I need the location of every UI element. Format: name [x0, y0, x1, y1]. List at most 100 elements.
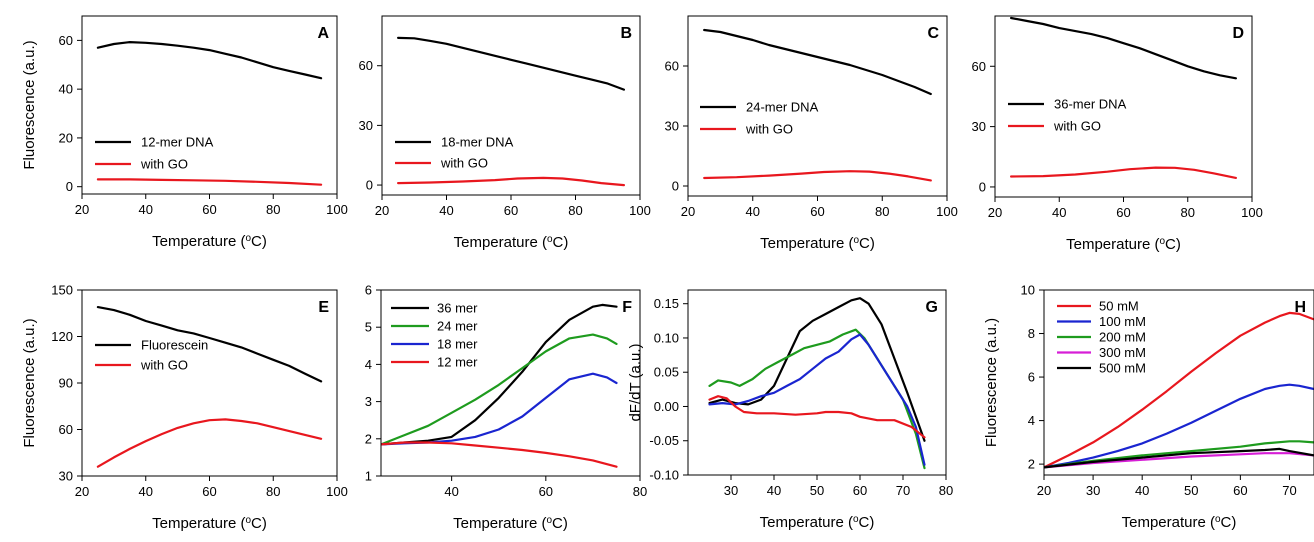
legend-label: with GO — [1053, 119, 1101, 134]
series-line-h-0 — [1044, 311, 1314, 469]
series-line-h-3 — [1044, 452, 1314, 469]
x-axis-title: Temperature (oC) — [760, 235, 875, 253]
legend-label: 12-mer DNA — [141, 135, 214, 150]
y-tick-label: 0.05 — [654, 365, 679, 380]
y-tick-label: 60 — [665, 59, 679, 74]
y-tick-label: 90 — [59, 376, 73, 391]
panel-letter: G — [926, 299, 938, 316]
x-axis-title: Temperature (oC) — [152, 233, 267, 251]
legend-label: with GO — [745, 122, 793, 137]
y-tick-label: 6 — [365, 283, 372, 298]
x-tick-label: 40 — [444, 484, 458, 499]
y-axis-title: Fluorescence (a.u.) — [21, 318, 38, 447]
panel-letter: F — [622, 299, 632, 316]
x-tick-label: 60 — [1116, 205, 1130, 220]
y-tick-label: 0 — [672, 179, 679, 194]
x-tick-label: 80 — [633, 484, 647, 499]
legend: 36 mer 24 mer 18 mer 12 mer — [391, 301, 478, 370]
legend-label: 100 mM — [1099, 314, 1146, 329]
legend-label: 12 mer — [437, 355, 478, 370]
y-tick-label: 0 — [66, 179, 73, 194]
series-line-b-1 — [397, 176, 626, 187]
x-axis-title: Temperature (oC) — [453, 515, 568, 533]
y-tick-label: 0 — [366, 178, 373, 193]
x-tick-label: 50 — [1184, 483, 1198, 498]
series-line-f-1 — [381, 333, 618, 446]
x-tick-label: 80 — [1181, 205, 1195, 220]
x-tick-label: 40 — [139, 202, 153, 217]
x-tick-label: 60 — [202, 484, 216, 499]
series-line-g-3 — [708, 395, 926, 439]
y-tick-label: 0 — [979, 179, 986, 194]
x-tick-label: 80 — [568, 203, 582, 218]
y-tick-label: 2 — [1028, 457, 1035, 472]
legend: Fluorescein with GO — [95, 338, 208, 373]
chart-panel-e: 20 40 60 80 100 30 60 90 120 150 Temperature (oC) F… — [21, 283, 348, 533]
chart-panel-d: 20 40 60 80 100 0 30 60 Temperature (oC) D 36-mer … — [972, 15, 1263, 254]
x-tick-label: 20 — [375, 203, 389, 218]
y-tick-label: 60 — [972, 59, 986, 74]
legend-label: with GO — [140, 358, 188, 373]
x-axis-title: Temperature (oC) — [1066, 236, 1181, 254]
x-tick-label: 100 — [326, 484, 348, 499]
series-line-g-0 — [708, 297, 926, 442]
x-tick-label: 40 — [1135, 483, 1149, 498]
series-line-f-3 — [381, 441, 618, 468]
x-tick-label: 40 — [767, 483, 781, 498]
y-axis-title: dF/dT (a.u.) — [627, 343, 644, 421]
x-tick-label: 20 — [1037, 483, 1051, 498]
x-tick-label: 20 — [988, 205, 1002, 220]
y-tick-label: 0.15 — [654, 296, 679, 311]
legend: 18-mer DNA with GO — [395, 135, 514, 171]
legend-label: 24-mer DNA — [746, 100, 819, 115]
y-tick-label: 40 — [59, 82, 73, 97]
legend: 36-mer DNA with GO — [1008, 97, 1127, 134]
x-tick-label: 80 — [875, 204, 889, 219]
legend: 12-mer DNA with GO — [95, 135, 214, 172]
y-tick-label: 4 — [1028, 413, 1035, 428]
legend-label: 300 mM — [1099, 345, 1146, 360]
series-line-d-0 — [1009, 16, 1238, 80]
panel-letter: H — [1294, 299, 1306, 316]
x-axis-title: Temperature (oC) — [760, 514, 875, 532]
x-tick-label: 70 — [896, 483, 910, 498]
x-tick-label: 100 — [936, 204, 958, 219]
x-tick-label: 60 — [202, 202, 216, 217]
y-tick-label: -0.10 — [649, 468, 679, 483]
y-tick-label: 30 — [59, 469, 73, 484]
chart-panel-g: 30 40 50 60 70 80-0.10-0.050.000.050.100.15Te… — [627, 289, 953, 532]
x-tick-label: 20 — [75, 202, 89, 217]
series-line-g-2 — [708, 333, 926, 466]
legend-label: 36-mer DNA — [1054, 97, 1127, 112]
series-line-d-1 — [1009, 166, 1238, 179]
legend-label: with GO — [140, 157, 188, 172]
x-tick-label: 30 — [724, 483, 738, 498]
series-line-b-0 — [397, 36, 626, 91]
x-tick-label: 60 — [810, 204, 824, 219]
y-tick-label: 2 — [365, 431, 372, 446]
x-axis-title: Temperature (oC) — [152, 515, 267, 533]
series-line-e-1 — [96, 418, 323, 468]
y-axis-title: Fluorescence (a.u.) — [983, 318, 1000, 447]
series-line-h-4 — [1044, 447, 1314, 469]
y-tick-label: 8 — [1028, 326, 1035, 341]
y-tick-label: 120 — [51, 329, 73, 344]
chart-panel-f: 40 60 80 1 2 3 4 5 6 Temperature (oC) F 36 mer 24 me… — [365, 283, 647, 533]
x-tick-label: 60 — [539, 484, 553, 499]
x-tick-label: 20 — [75, 484, 89, 499]
legend-label: 36 mer — [437, 301, 478, 316]
y-tick-label: 5 — [365, 320, 372, 335]
y-tick-label: 60 — [59, 33, 73, 48]
series-line-c-0 — [703, 28, 932, 96]
y-tick-label: 30 — [972, 119, 986, 134]
panel-letter: E — [318, 299, 329, 316]
x-tick-label: 40 — [439, 203, 453, 218]
y-tick-label: 30 — [359, 118, 373, 133]
series-line-h-1 — [1044, 383, 1314, 469]
x-axis-title: Temperature (oC) — [454, 234, 569, 252]
legend-label: 24 mer — [437, 319, 478, 334]
y-tick-label: 1 — [365, 469, 372, 484]
x-tick-label: 40 — [139, 484, 153, 499]
legend-label: 18-mer DNA — [441, 135, 514, 150]
